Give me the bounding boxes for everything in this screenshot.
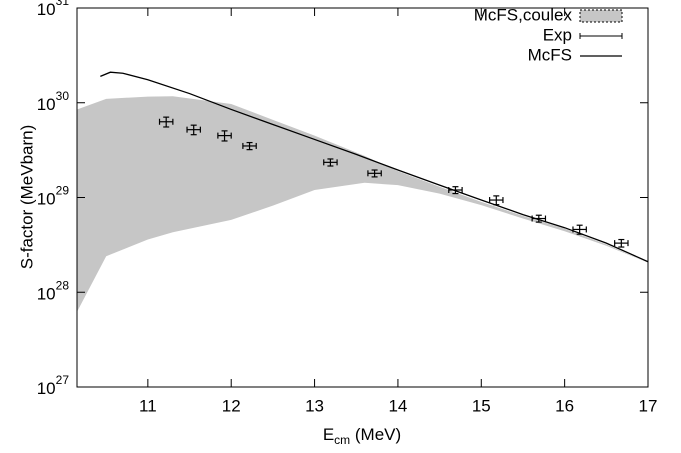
x-tick-label: 14	[388, 396, 407, 415]
y-tick-exponent: 27	[56, 373, 70, 387]
x-tick-label: 12	[222, 396, 241, 415]
error-point	[242, 141, 257, 151]
error-point	[572, 224, 587, 235]
y-tick-exponent: 29	[56, 184, 70, 198]
x-tick-label: 11	[139, 396, 157, 415]
y-tick-label: 1029	[37, 184, 70, 209]
line	[100, 71, 649, 263]
y-tick-exponent: 31	[56, 0, 70, 8]
y-tick-base: 10	[37, 95, 56, 114]
y-tick-label: 1028	[37, 278, 70, 303]
error-point	[186, 124, 201, 136]
x-tick-label: 13	[305, 396, 324, 415]
x-axis-label-main: E	[323, 425, 334, 444]
x-axis-label-sub: cm	[334, 433, 350, 447]
x-tick-label: 16	[555, 396, 574, 415]
x-tick-label: 15	[472, 396, 491, 415]
band-area	[77, 96, 648, 312]
y-tick-label: 1030	[37, 89, 70, 114]
x-axis-label: Ecm (MeV)	[323, 425, 401, 447]
error-point	[448, 186, 463, 195]
y-tick-base: 10	[37, 0, 56, 19]
y-tick-base: 10	[37, 285, 56, 304]
legend-label: McFS	[528, 45, 572, 64]
y-tick-label: 1031	[37, 0, 70, 19]
error-point	[217, 130, 232, 142]
y-tick-base: 10	[37, 379, 56, 398]
x-axis-label-unit: (MeV)	[350, 425, 401, 444]
error-point	[367, 169, 382, 178]
error-point	[489, 195, 504, 206]
error-point	[323, 158, 338, 167]
y-tick-label: 1027	[37, 373, 70, 398]
x-tick-label: 17	[639, 396, 658, 415]
y-tick-exponent: 30	[56, 89, 70, 103]
legend-label: Exp	[543, 25, 572, 44]
error-point	[531, 214, 547, 223]
legend-swatch	[579, 9, 623, 23]
y-tick-base: 10	[37, 190, 56, 209]
y-axis-label: S-factor (MeVbarn)	[17, 125, 36, 270]
error-point	[158, 116, 174, 128]
y-tick-exponent: 28	[56, 278, 70, 292]
error-point	[614, 238, 629, 248]
legend-label: McFS,coulex	[474, 5, 573, 24]
